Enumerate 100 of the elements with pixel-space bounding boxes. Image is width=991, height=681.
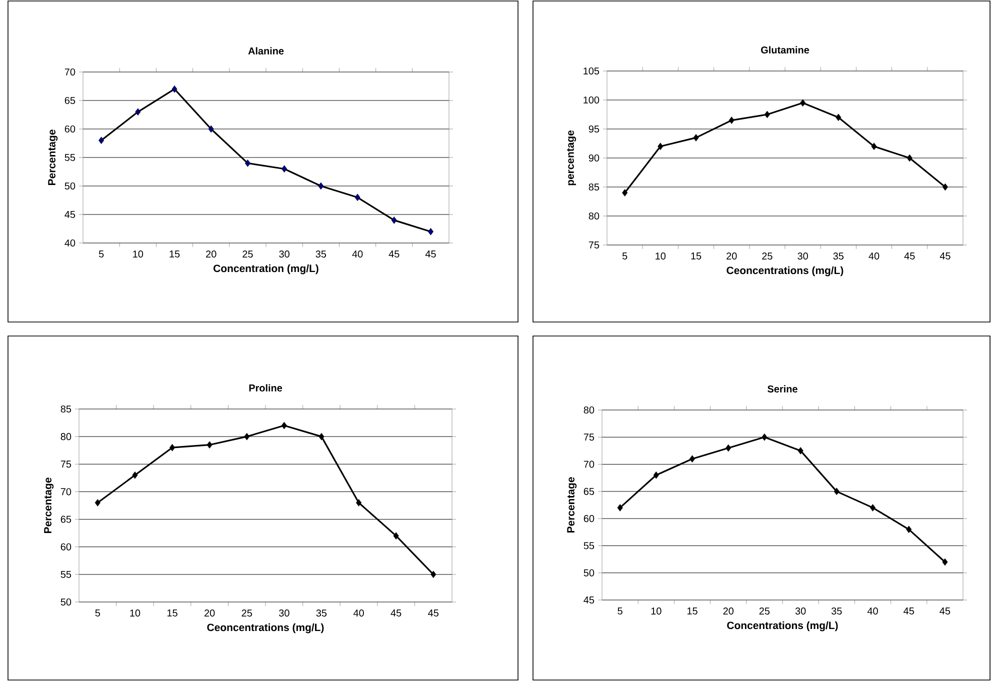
x-axis-title: Ceoncentrations (mg/L) [726, 266, 844, 276]
x-tick-label: 45 [428, 610, 438, 616]
y-tick-label: 85 [588, 183, 600, 191]
y-axis-title: Percentage [44, 478, 54, 533]
point [94, 499, 100, 506]
x-tick-label: 25 [759, 608, 770, 615]
point [693, 134, 699, 142]
y-tick-label: 95 [588, 125, 600, 133]
x-tick-label: 10 [130, 610, 140, 617]
x-tick-label: 25 [242, 250, 253, 258]
y-tick-label: 75 [60, 460, 72, 468]
point [622, 189, 628, 196]
x-tick-label: 45 [940, 252, 950, 260]
y-tick-label: 70 [584, 460, 594, 468]
x-tick-label: 5 [95, 610, 100, 616]
chart-title: Alanine [248, 47, 284, 54]
point [244, 160, 250, 167]
point [942, 558, 948, 566]
chart-title: Serine [768, 385, 798, 392]
x-tick-label: 45 [388, 250, 400, 258]
y-tick-label: 90 [588, 154, 600, 162]
x-tick-label: 45 [904, 608, 914, 614]
y-tick-label: 70 [64, 68, 76, 76]
y-tick-label: 60 [584, 515, 594, 522]
y-tick-label: 40 [64, 239, 76, 247]
x-tick-label: 15 [170, 250, 180, 258]
y-tick-label: 50 [584, 569, 594, 576]
x-tick-label: 40 [353, 610, 364, 617]
y-tick-label: 80 [60, 433, 72, 440]
point [281, 422, 287, 430]
point [135, 108, 141, 116]
point [428, 228, 434, 236]
x-tick-label: 25 [762, 252, 772, 260]
y-axis-title: Percentage [567, 477, 577, 532]
y-tick-label: 55 [64, 154, 76, 161]
x-tick-label: 5 [618, 608, 622, 614]
point [942, 183, 948, 191]
x-tick-label: 35 [316, 610, 327, 617]
x-tick-label: 20 [723, 608, 734, 615]
y-tick-label: 75 [584, 434, 594, 441]
x-tick-label: 40 [867, 608, 878, 615]
x-tick-label: 10 [133, 250, 144, 258]
x-tick-label: 35 [831, 608, 842, 615]
point [282, 165, 288, 173]
x-tick-label: 30 [795, 608, 806, 615]
point [356, 499, 362, 506]
y-tick-label: 60 [60, 543, 72, 550]
x-tick-label: 45 [940, 608, 950, 614]
x-tick-label: 45 [904, 252, 915, 260]
y-axis-title: percentage [566, 130, 576, 186]
y-tick-label: 55 [584, 542, 594, 550]
point [906, 154, 912, 162]
x-tick-label: 40 [868, 252, 880, 260]
x-tick-label: 15 [687, 608, 698, 614]
point [800, 99, 806, 107]
point [798, 447, 804, 454]
y-tick-label: 80 [584, 406, 594, 414]
y-axis-title: Percentage [48, 130, 58, 185]
point [617, 504, 623, 512]
y-tick-label: 65 [584, 488, 594, 495]
x-tick-label: 15 [691, 252, 702, 260]
y-tick-label: 45 [584, 596, 594, 604]
chart-title: Glutamine [761, 46, 810, 54]
x-axis-title: Concentration (mg/L) [214, 264, 318, 274]
point [653, 471, 659, 479]
x-tick-label: 40 [352, 250, 363, 258]
x-tick-label: 20 [726, 252, 737, 260]
x-tick-label: 25 [242, 610, 252, 617]
point [764, 110, 770, 118]
point [871, 142, 877, 150]
point [728, 116, 734, 124]
point [172, 85, 178, 93]
point [393, 532, 399, 540]
point [726, 444, 732, 452]
point [836, 114, 842, 122]
point [318, 432, 324, 440]
y-tick-label: 80 [588, 212, 600, 220]
point [906, 526, 912, 534]
point [658, 142, 664, 150]
point [762, 433, 768, 441]
y-tick-label: 60 [64, 125, 76, 133]
point [834, 488, 840, 496]
y-tick-label: 100 [584, 96, 600, 104]
point [98, 136, 104, 144]
point [169, 444, 176, 452]
x-tick-label: 30 [278, 610, 290, 617]
point [208, 125, 214, 133]
x-tick-label: 20 [204, 610, 215, 617]
y-tick-label: 65 [64, 96, 76, 104]
x-tick-label: 20 [206, 250, 216, 258]
y-tick-label: 105 [584, 67, 600, 75]
x-axis-title: Concentrations (mg/L) [727, 621, 838, 632]
x-axis-title: Ceoncentrations (mg/L) [207, 623, 324, 634]
x-tick-label: 45 [390, 610, 402, 616]
point [689, 455, 696, 463]
x-tick-label: 35 [316, 250, 326, 258]
x-tick-label: 10 [651, 608, 662, 615]
x-tick-label: 5 [622, 252, 628, 260]
y-tick-label: 50 [60, 598, 72, 606]
y-tick-label: 85 [60, 405, 72, 413]
